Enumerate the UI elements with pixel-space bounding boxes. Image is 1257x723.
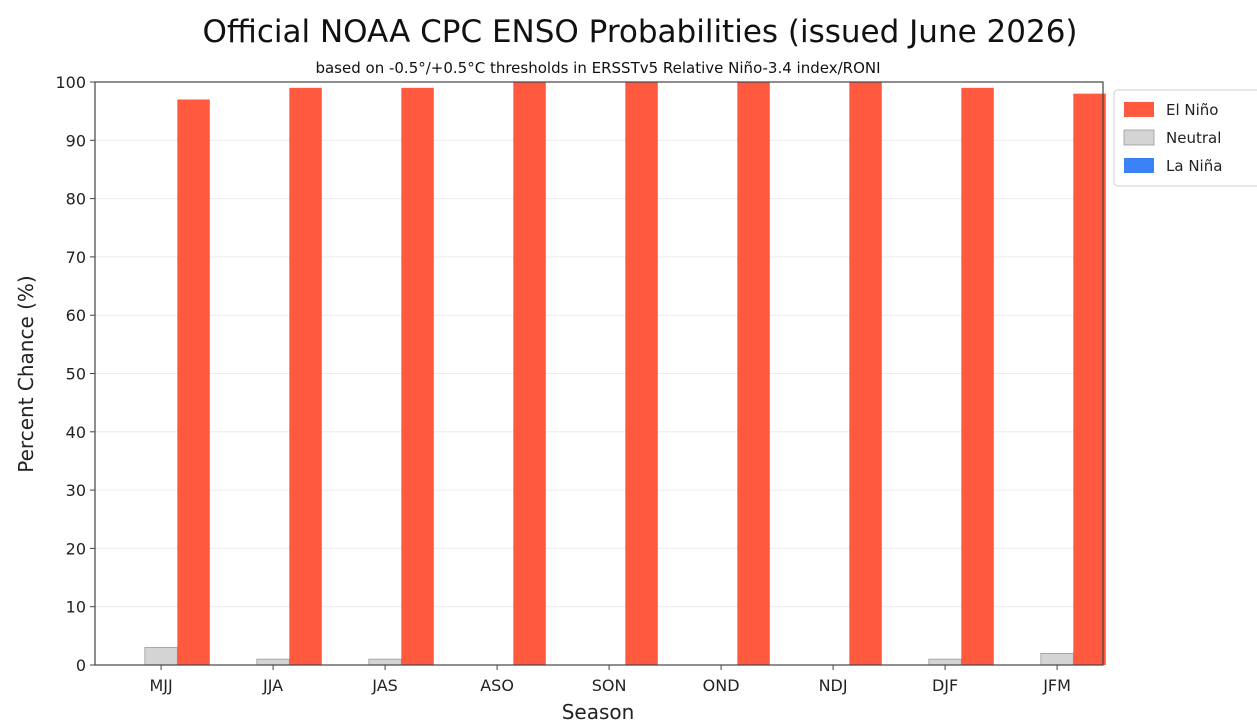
- bar-el-ni-o-jja: [289, 87, 322, 665]
- bar-el-ni-o-jfm: [1073, 93, 1106, 665]
- x-tick-label: MJJ: [149, 676, 172, 695]
- bar-el-ni-o-aso: [513, 82, 546, 665]
- chart-subtitle: based on -0.5°/+0.5°C thresholds in ERSS…: [315, 59, 880, 77]
- legend-label: Neutral: [1166, 129, 1221, 147]
- y-axis-ticks: 0 10 20 30 40 50 60 70 80 90 100: [55, 73, 95, 675]
- bar-el-ni-o-ndj: [849, 82, 882, 665]
- x-tick-label: OND: [703, 676, 740, 695]
- y-tick-label: 0: [76, 656, 86, 675]
- x-axis-ticks: MJJ JJA JAS ASO SON OND NDJ DJF JFM: [149, 665, 1071, 695]
- y-axis-label: Percent Chance (%): [14, 275, 38, 472]
- y-tick-label: 50: [66, 365, 86, 384]
- bar-neutral-jas: [368, 658, 402, 666]
- x-axis-label: Season: [562, 700, 635, 723]
- x-tick-label: DJF: [932, 676, 958, 695]
- legend-swatch-el-ni-o: [1124, 102, 1154, 117]
- y-tick-label: 60: [66, 306, 86, 325]
- y-tick-label: 90: [66, 131, 86, 150]
- legend-swatch-la-ni-a: [1124, 158, 1154, 173]
- bar-el-ni-o-mjj: [177, 99, 210, 666]
- x-tick-label: JAS: [371, 676, 398, 695]
- x-tick-label: SON: [592, 676, 627, 695]
- bar-neutral-jja: [256, 658, 290, 666]
- legend-label: El Niño: [1166, 101, 1219, 119]
- x-tick-label: NDJ: [819, 676, 848, 695]
- y-tick-label: 20: [66, 539, 86, 558]
- legend: El Niño Neutral La Niña: [1113, 89, 1257, 187]
- y-tick-label: 40: [66, 423, 86, 442]
- bar-neutral-jfm: [1040, 652, 1074, 666]
- bar-neutral-mjj: [144, 647, 178, 666]
- bar-neutral-djf: [928, 658, 962, 666]
- y-tick-label: 80: [66, 190, 86, 209]
- x-tick-label: JJA: [262, 676, 283, 695]
- bar-el-ni-o-son: [625, 82, 658, 665]
- bars: [144, 82, 1106, 666]
- y-tick-label: 10: [66, 598, 86, 617]
- y-tick-label: 70: [66, 248, 86, 267]
- y-tick-label: 30: [66, 481, 86, 500]
- bar-el-ni-o-jas: [401, 87, 434, 665]
- y-tick-label: 100: [55, 73, 86, 92]
- bar-el-ni-o-djf: [961, 87, 994, 665]
- x-tick-label: ASO: [480, 676, 514, 695]
- chart-title: Official NOAA CPC ENSO Probabilities (is…: [202, 14, 1077, 50]
- grid-lines: [95, 81, 1103, 666]
- legend-label: La Niña: [1166, 157, 1222, 175]
- x-tick-label: JFM: [1042, 676, 1071, 695]
- legend-swatch-neutral: [1123, 129, 1155, 146]
- bar-el-ni-o-ond: [737, 82, 770, 665]
